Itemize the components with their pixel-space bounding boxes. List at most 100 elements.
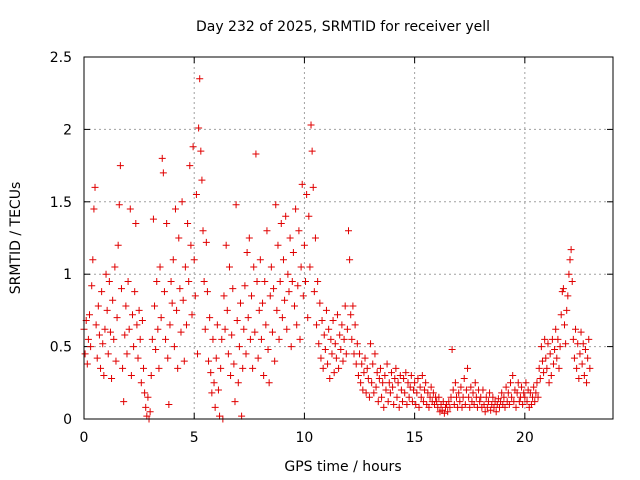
data-point (210, 379, 218, 387)
data-point (339, 357, 347, 365)
data-point (507, 379, 515, 387)
data-point (168, 299, 176, 307)
data-point (153, 277, 161, 285)
data-point (375, 374, 383, 382)
data-point (523, 398, 531, 406)
data-point (156, 263, 164, 271)
data-point (286, 234, 294, 242)
data-point (417, 393, 425, 401)
data-point (389, 383, 397, 391)
data-point (188, 311, 196, 319)
data-point (570, 354, 578, 362)
data-point (292, 205, 300, 213)
data-point (154, 325, 162, 333)
data-point (450, 401, 458, 409)
data-point (513, 389, 521, 397)
data-point (408, 398, 416, 406)
data-point (244, 314, 252, 322)
data-point (186, 162, 194, 170)
data-point (538, 357, 546, 365)
data-point (90, 205, 98, 213)
data-point (283, 325, 291, 333)
data-point (433, 398, 441, 406)
data-point (267, 263, 275, 271)
y-tick-labels: 0 0.5 1 1.5 2 2.5 (50, 50, 72, 428)
data-point (110, 335, 118, 343)
data-point (465, 393, 473, 401)
data-point (451, 379, 459, 387)
data-point (392, 364, 400, 372)
data-point (482, 393, 490, 401)
data-point (127, 372, 135, 380)
data-point (322, 306, 330, 314)
data-point (346, 256, 354, 264)
data-point (504, 389, 512, 397)
data-point (259, 299, 267, 307)
data-point (173, 306, 181, 314)
data-point (381, 372, 389, 380)
data-point (501, 403, 509, 411)
data-point (321, 345, 329, 353)
data-point (290, 302, 298, 310)
data-point (360, 369, 368, 377)
data-point (253, 277, 261, 285)
data-point (365, 393, 373, 401)
data-point (533, 379, 541, 387)
data-point (316, 299, 324, 307)
data-point (169, 256, 177, 264)
data-point (416, 383, 424, 391)
data-point (573, 364, 581, 372)
data-point (89, 256, 97, 264)
data-point (187, 241, 195, 249)
data-point (319, 364, 327, 372)
data-point (146, 408, 154, 416)
data-point (238, 412, 246, 420)
data-point (181, 263, 189, 271)
data-point (125, 325, 133, 333)
x-tick-label: 0 (80, 430, 89, 446)
data-point (177, 328, 185, 336)
data-point (126, 205, 134, 213)
data-point (266, 292, 274, 300)
data-point (81, 350, 89, 358)
data-point (251, 328, 259, 336)
data-point (178, 198, 186, 206)
data-point (248, 292, 256, 300)
data-point (298, 180, 306, 188)
data-point (314, 277, 322, 285)
data-point (308, 147, 316, 155)
data-point (88, 282, 96, 290)
data-point (384, 398, 392, 406)
data-point (449, 386, 457, 394)
data-point (277, 220, 285, 228)
data-point (111, 263, 119, 271)
data-point (303, 191, 311, 199)
data-point (157, 314, 165, 322)
data-point (124, 277, 132, 285)
data-point (240, 325, 248, 333)
data-point (254, 354, 262, 362)
data-point (311, 234, 319, 242)
data-point (100, 372, 108, 380)
data-point (535, 364, 543, 372)
data-point (394, 379, 402, 387)
x-tick-label: 10 (296, 430, 314, 446)
data-point (545, 379, 553, 387)
data-point (227, 372, 235, 380)
data-point (333, 311, 341, 319)
data-point (520, 389, 528, 397)
data-point (233, 317, 241, 325)
data-point (562, 340, 570, 348)
data-point (265, 379, 273, 387)
data-point (579, 340, 587, 348)
data-point (399, 398, 407, 406)
data-point (390, 401, 398, 409)
data-point (422, 379, 430, 387)
data-point (578, 360, 586, 368)
data-point (514, 379, 522, 387)
data-point (402, 369, 410, 377)
data-point (245, 234, 253, 242)
data-point (357, 379, 365, 387)
data-point (264, 345, 272, 353)
data-point (256, 256, 264, 264)
